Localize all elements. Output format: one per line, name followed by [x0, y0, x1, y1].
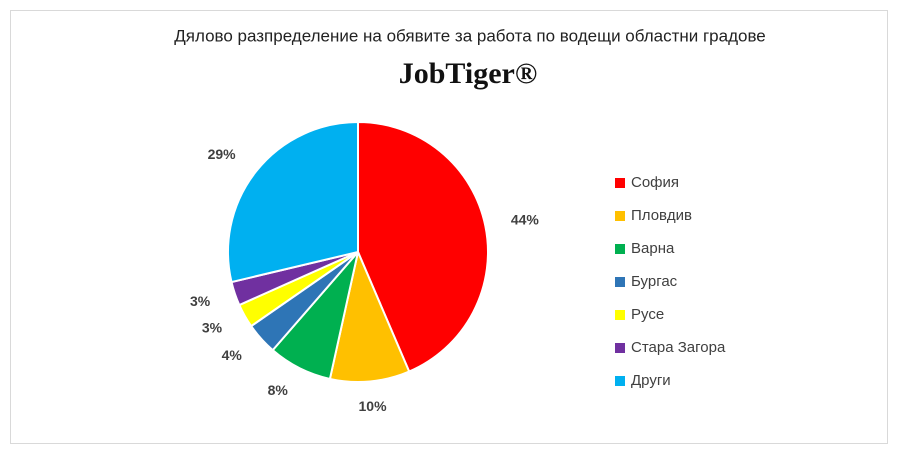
legend-swatch	[615, 178, 625, 188]
chart-subtitle: JobTiger®	[399, 57, 538, 90]
data-label: 10%	[359, 398, 388, 414]
legend-label: Бургас	[631, 273, 678, 290]
legend-label: Други	[631, 372, 671, 389]
data-label: 3%	[202, 319, 223, 335]
legend-swatch	[615, 343, 625, 353]
data-label: 8%	[268, 382, 289, 398]
legend-swatch	[615, 244, 625, 254]
legend-label: Стара Загора	[631, 339, 726, 356]
chart-title: Дялово разпределение на обявите за работ…	[174, 26, 766, 45]
legend-label: Русе	[631, 306, 664, 323]
legend-label: Варна	[631, 240, 675, 257]
legend-swatch	[615, 277, 625, 287]
data-label: 29%	[208, 146, 237, 162]
legend-swatch	[615, 376, 625, 386]
data-label: 4%	[222, 347, 243, 363]
pie-slice	[227, 120, 359, 284]
data-label: 44%	[511, 211, 540, 227]
pie-slice	[357, 120, 489, 373]
legend-swatch	[615, 211, 625, 221]
legend-label: София	[631, 174, 679, 191]
legend-swatch	[615, 310, 625, 320]
legend-label: Пловдив	[631, 207, 692, 224]
pie-slice	[328, 248, 411, 383]
data-label: 3%	[190, 293, 211, 309]
